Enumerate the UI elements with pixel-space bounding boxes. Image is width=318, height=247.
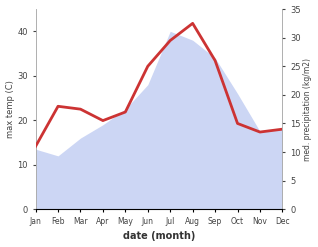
X-axis label: date (month): date (month) — [123, 231, 195, 242]
Y-axis label: med. precipitation (kg/m2): med. precipitation (kg/m2) — [303, 58, 313, 161]
Y-axis label: max temp (C): max temp (C) — [5, 80, 15, 138]
